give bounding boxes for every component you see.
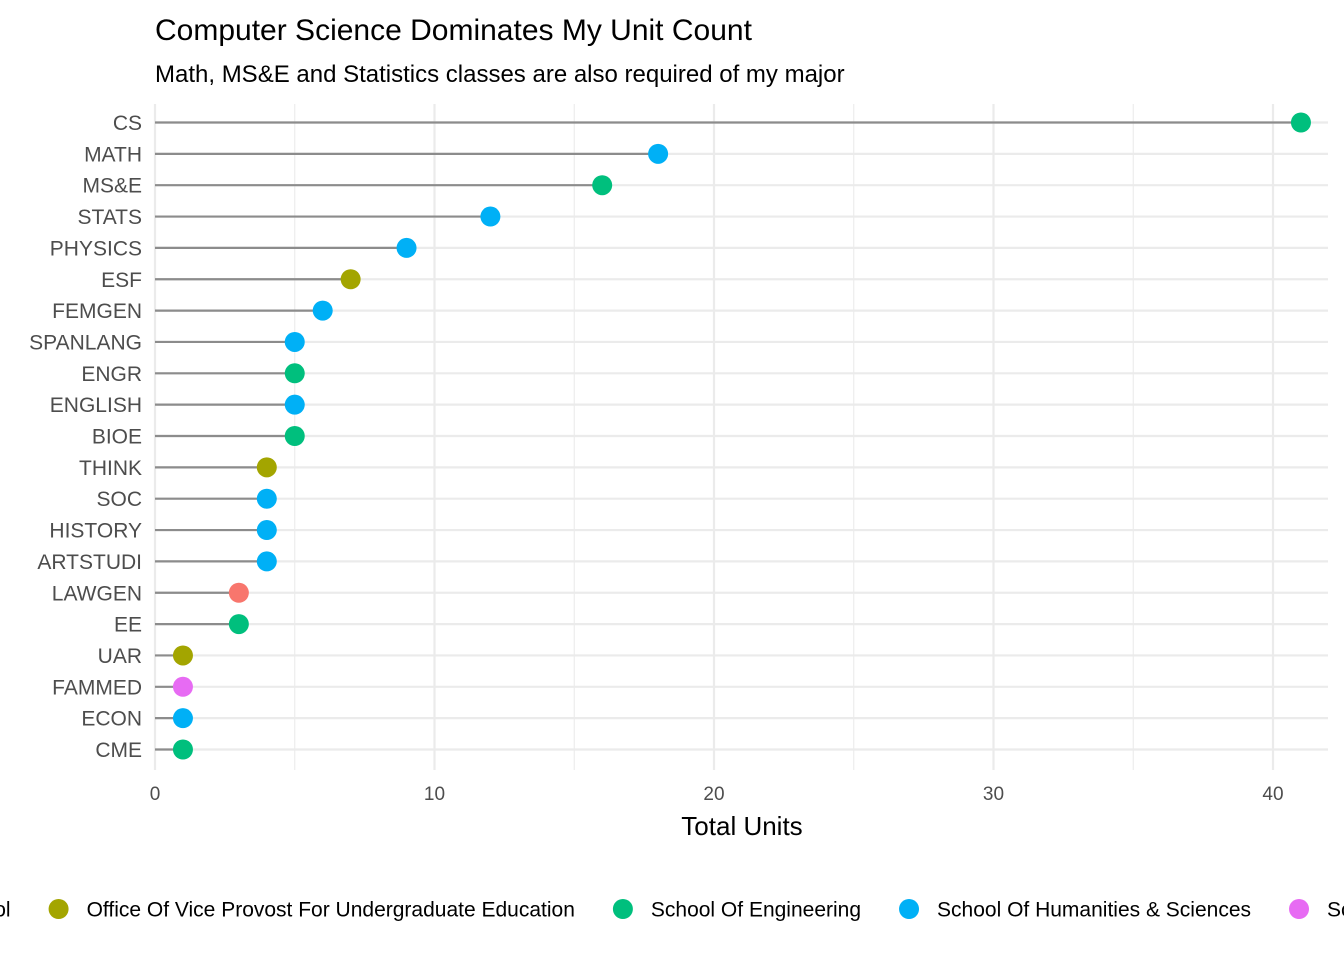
x-tick-label: 0 (150, 784, 161, 805)
y-tick-label: SOC (96, 488, 142, 511)
y-tick-label: EE (114, 614, 142, 637)
x-tick-label: 10 (424, 784, 445, 805)
lollipop-point (340, 269, 361, 290)
legend-label: School Of Humanities & Sciences (937, 899, 1251, 922)
lollipop-point (480, 206, 501, 227)
lollipop-point (228, 614, 249, 635)
legend-key (899, 899, 920, 919)
legend-key (612, 899, 633, 919)
y-tick-label: MS&E (82, 175, 142, 198)
lollipop-point (592, 175, 613, 196)
y-tick-label: CME (95, 739, 142, 762)
lollipop-point (256, 520, 277, 541)
lollipop-point (284, 426, 305, 446)
lollipop-point (396, 237, 417, 258)
legend: Law School Office Of Vice Provost For Und… (0, 899, 1344, 922)
legend-key (48, 899, 69, 919)
lollipop-point (228, 582, 249, 603)
x-tick-label: 30 (983, 784, 1004, 805)
lollipop-point (256, 457, 277, 478)
lollipop-point (284, 394, 305, 415)
lollipop-point (648, 143, 669, 164)
legend-label: School Of Medicine (1327, 899, 1344, 922)
y-tick-label: MATH (84, 143, 142, 166)
x-tick-label: 20 (703, 784, 724, 805)
lollipop-points (172, 112, 1311, 760)
y-tick-label: BIOE (92, 426, 142, 449)
lollipop-point (172, 739, 193, 760)
legend-label: School Of Engineering (651, 899, 861, 922)
lollipop-stems (155, 121, 1301, 751)
x-axis-title: Total Units (681, 811, 802, 841)
x-tick-label: 40 (1262, 784, 1283, 805)
lollipop-point (284, 363, 305, 384)
y-tick-label: ESF (101, 269, 142, 292)
chart-subtitle: Math, MS&E and Statistics classes are al… (155, 61, 845, 88)
lollipop-point (256, 551, 277, 572)
lollipop-point (172, 708, 193, 729)
y-tick-label: CS (113, 112, 142, 135)
y-tick-label: LAWGEN (52, 582, 142, 605)
legend-key (1289, 899, 1310, 919)
y-tick-label: UAR (98, 645, 142, 668)
x-tick-labels: 0 10 20 30 40 (150, 784, 1284, 805)
lollipop-point (312, 300, 333, 321)
y-tick-label: FAMMED (52, 676, 142, 699)
y-tick-label: ARTSTUDI (37, 551, 142, 574)
legend-label: Office Of Vice Provost For Undergraduate… (87, 899, 575, 922)
lollipop-point (172, 676, 193, 697)
y-tick-label: PHYSICS (50, 237, 142, 260)
y-tick-label: STATS (77, 206, 142, 229)
lollipop-point (172, 645, 193, 666)
grid (153, 104, 1328, 770)
y-tick-labels: CS MATH MS&E STATS PHYSICS ESF FEMGEN SPANLANG E… (29, 112, 142, 762)
y-tick-label: SPANLANG (29, 331, 142, 354)
lollipop-point (256, 488, 277, 509)
y-tick-label: ENGLISH (50, 394, 142, 417)
y-tick-label: THINK (79, 457, 142, 480)
lollipop-point (1290, 112, 1311, 133)
y-tick-label: ECON (81, 708, 142, 731)
legend-label: Law School (0, 899, 11, 922)
chart-title: Computer Science Dominates My Unit Count (155, 14, 753, 47)
y-tick-label: HISTORY (49, 520, 142, 543)
lollipop-point (284, 331, 305, 352)
y-tick-label: FEMGEN (52, 300, 142, 323)
y-tick-label: ENGR (81, 363, 142, 386)
